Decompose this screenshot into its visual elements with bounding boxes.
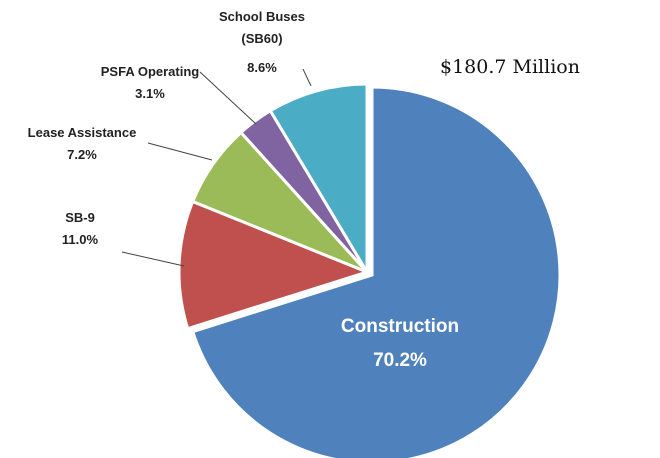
subtitle: $180.7 Million <box>440 56 580 78</box>
slice-label: School Buses (SB60) <box>219 9 305 46</box>
leader-line <box>302 68 312 87</box>
pie-slice <box>190 85 562 458</box>
slice-value-label: 8.6% <box>247 60 277 75</box>
leader-line <box>121 251 185 267</box>
slice-label: PSFA Operating <box>100 64 200 79</box>
slice-value-label: 7.2% <box>67 147 97 162</box>
slice-value-label: 11.0% <box>61 232 99 247</box>
pie-slice <box>268 82 369 278</box>
leader-line <box>199 71 257 125</box>
slice-value-label: 70.2% <box>373 350 427 371</box>
slice-label: Construction <box>340 316 460 337</box>
leader-line <box>147 142 213 161</box>
slice-label: Lease Assistance <box>27 125 137 140</box>
slice-label: SB-9 <box>65 210 95 225</box>
slice-value-label: 3.1% <box>135 86 165 101</box>
